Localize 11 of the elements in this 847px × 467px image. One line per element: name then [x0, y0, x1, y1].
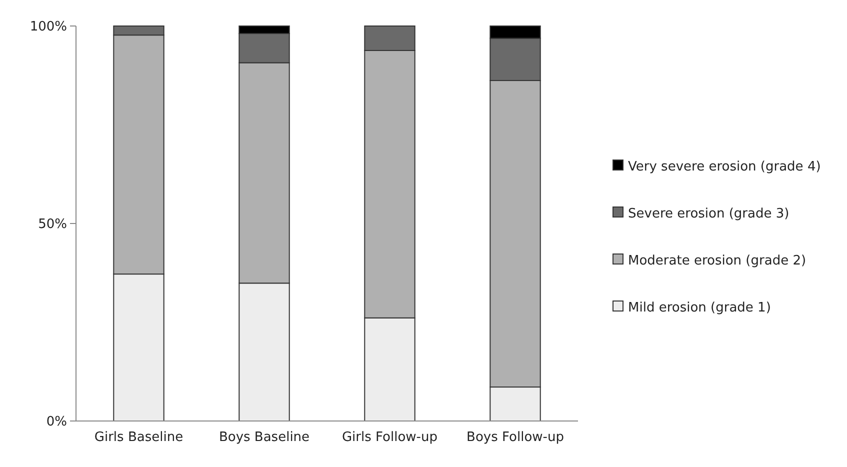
x-tick-label: Boys Follow-up [466, 430, 564, 445]
legend-label: Moderate erosion (grade 2) [628, 254, 806, 269]
x-tick-label: Boys Baseline [218, 430, 310, 445]
legend-label: Very severe erosion (grade 4) [628, 160, 821, 175]
legend-label: Severe erosion (grade 3) [628, 206, 790, 222]
legend-label: Mild erosion (grade 1) [628, 300, 771, 316]
y-tick-label: 0% [46, 414, 67, 430]
y-tick-label: 100% [30, 20, 67, 35]
y-tick-label: 50% [38, 217, 67, 232]
x-tick-label: Girls Follow-up [342, 430, 438, 445]
x-tick-label: Girls Baseline [94, 430, 184, 445]
